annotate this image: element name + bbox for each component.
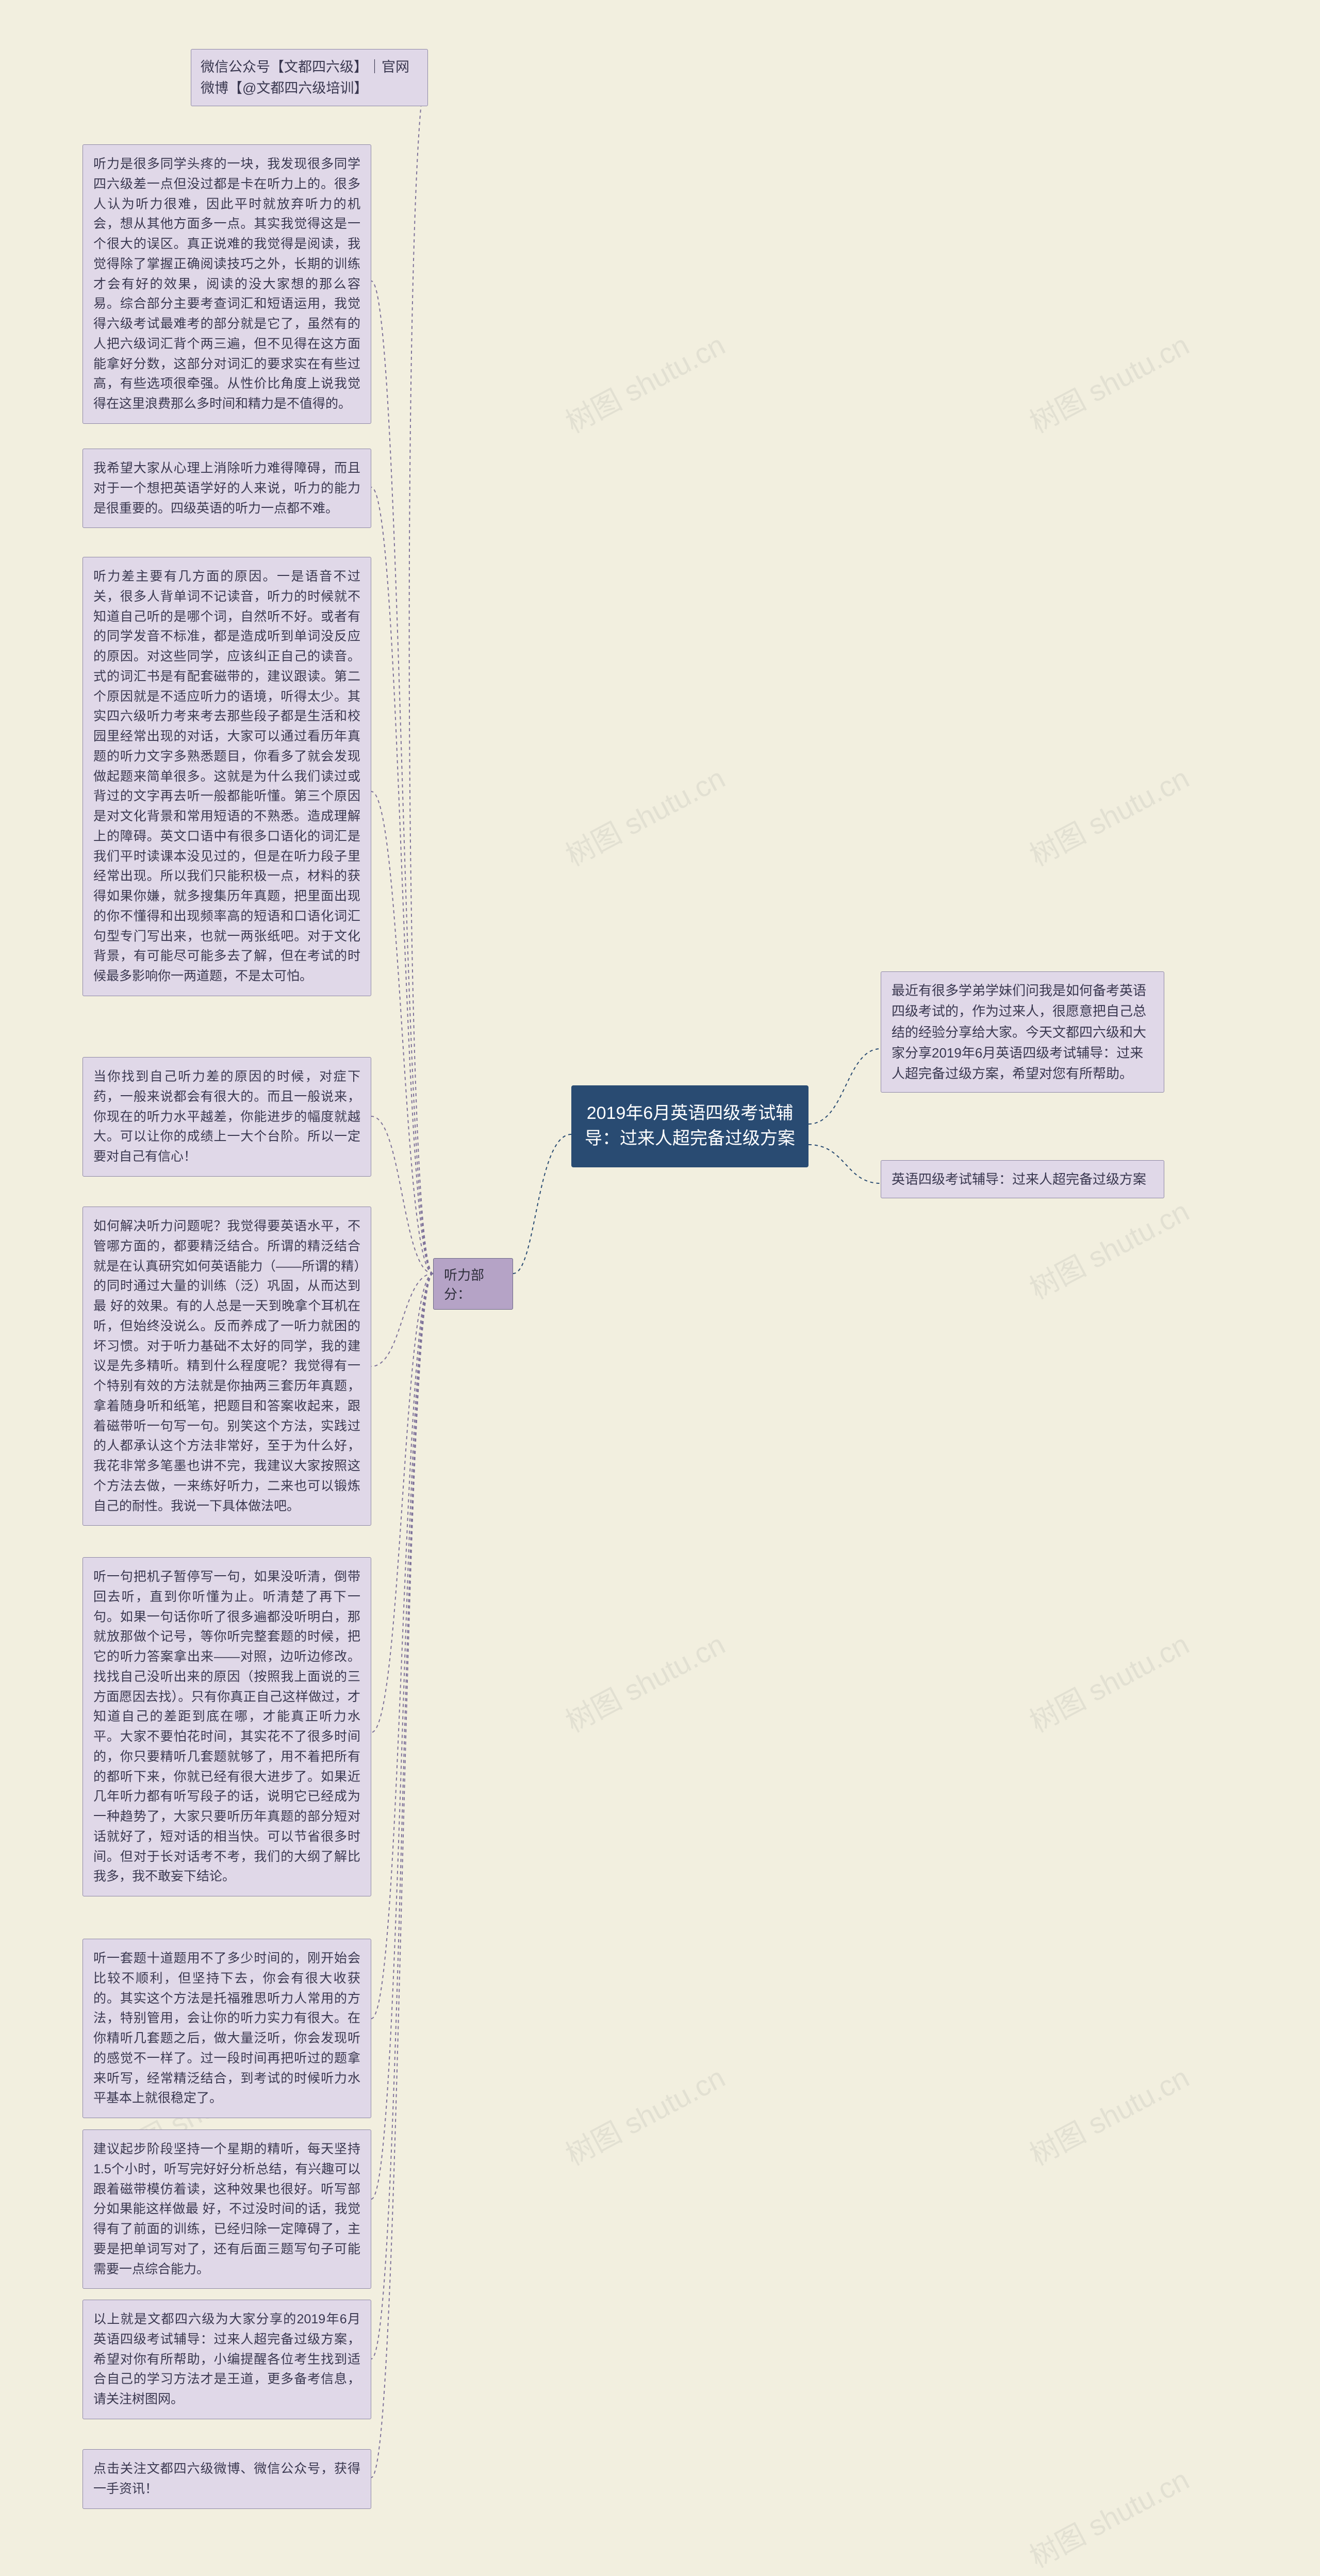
left-box-0: 听力是很多同学头疼的一块，我发现很多同学四六级差一点但没过都是卡在听力上的。很多… [82,144,371,424]
left-box-text: 我希望大家从心理上消除听力难得障碍，而且对于一个想把英语学好的人来说，听力的能力… [93,461,360,516]
left-box-text: 当你找到自己听力差的原因的时候，对症下药，一般来说都会有很大的。而且一般说来，你… [93,1069,360,1164]
left-box-text: 听力差主要有几方面的原因。一是语音不过关，很多人背单词不记读音，听力的时候就不知… [93,569,360,983]
left-box-text: 听一句把机子暂停写一句，如果没听清，倒带回去听，直到你听懂为止。听清楚了再下一句… [93,1570,360,1884]
root-node: 2019年6月英语四级考试辅导：过来人超完备过级方案 [571,1085,808,1167]
left-box-text: 听一套题十道题用不了多少时间的，刚开始会比较不顺利，但坚持下去，你会有很大收获的… [93,1951,360,2105]
left-box-9: 点击关注文都四六级微博、微信公众号，获得一手资讯！ [82,2449,371,2509]
left-box-text: 如何解决听力问题呢？我觉得要英语水平，不管哪方面的，都要精泛结合。所谓的精泛结合… [93,1219,360,1513]
watermark: 树图 shutu.cn [557,1622,732,1741]
right-box-text: 最近有很多学弟学妹们问我是如何备考英语四级考试的，作为过来人，很愿意把自己总结的… [892,983,1146,1081]
header-line1: 微信公众号【文都四六级】｜官网 [201,57,418,78]
mid-node-listening: 听力部分： [433,1258,513,1310]
right-box-intro: 最近有很多学弟学妹们问我是如何备考英语四级考试的，作为过来人，很愿意把自己总结的… [881,971,1164,1093]
left-box-5: 听一句把机子暂停写一句，如果没听清，倒带回去听，直到你听懂为止。听清楚了再下一句… [82,1557,371,1896]
left-box-8: 以上就是文都四六级为大家分享的2019年6月英语四级考试辅导：过来人超完备过级方… [82,2300,371,2419]
watermark: 树图 shutu.cn [1021,1188,1196,1308]
left-box-text: 以上就是文都四六级为大家分享的2019年6月英语四级考试辅导：过来人超完备过级方… [93,2312,360,2406]
left-box-text: 点击关注文都四六级微博、微信公众号，获得一手资讯！ [93,2462,360,2496]
header-line2: 微博【@文都四六级培训】 [201,78,418,99]
watermark: 树图 shutu.cn [1021,2055,1196,2174]
left-box-3: 当你找到自己听力差的原因的时候，对症下药，一般来说都会有很大的。而且一般说来，你… [82,1057,371,1177]
left-box-6: 听一套题十道题用不了多少时间的，刚开始会比较不顺利，但坚持下去，你会有很大收获的… [82,1939,371,2118]
watermark: 树图 shutu.cn [1021,322,1196,441]
watermark: 树图 shutu.cn [1021,2457,1196,2576]
left-box-4: 如何解决听力问题呢？我觉得要英语水平，不管哪方面的，都要精泛结合。所谓的精泛结合… [82,1207,371,1526]
mid-node-label: 听力部分： [444,1267,484,1302]
watermark: 树图 shutu.cn [1021,1622,1196,1741]
watermark: 树图 shutu.cn [1021,755,1196,874]
header-wechat-box: 微信公众号【文都四六级】｜官网 微博【@文都四六级培训】 [191,49,428,106]
root-title: 2019年6月英语四级考试辅导：过来人超完备过级方案 [585,1103,795,1148]
right-box-text: 英语四级考试辅导：过来人超完备过级方案 [892,1171,1146,1187]
left-box-2: 听力差主要有几方面的原因。一是语音不过关，很多人背单词不记读音，听力的时候就不知… [82,557,371,996]
left-box-1: 我希望大家从心理上消除听力难得障碍，而且对于一个想把英语学好的人来说，听力的能力… [82,449,371,528]
watermark: 树图 shutu.cn [557,322,732,441]
right-box-subtitle: 英语四级考试辅导：过来人超完备过级方案 [881,1160,1164,1198]
watermark: 树图 shutu.cn [557,2055,732,2174]
watermark: 树图 shutu.cn [557,755,732,874]
left-box-7: 建议起步阶段坚持一个星期的精听，每天坚持1.5个小时，听写完好好分析总结，有兴趣… [82,2129,371,2289]
left-box-text: 听力是很多同学头疼的一块，我发现很多同学四六级差一点但没过都是卡在听力上的。很多… [93,157,360,411]
left-box-text: 建议起步阶段坚持一个星期的精听，每天坚持1.5个小时，听写完好好分析总结，有兴趣… [93,2142,360,2276]
